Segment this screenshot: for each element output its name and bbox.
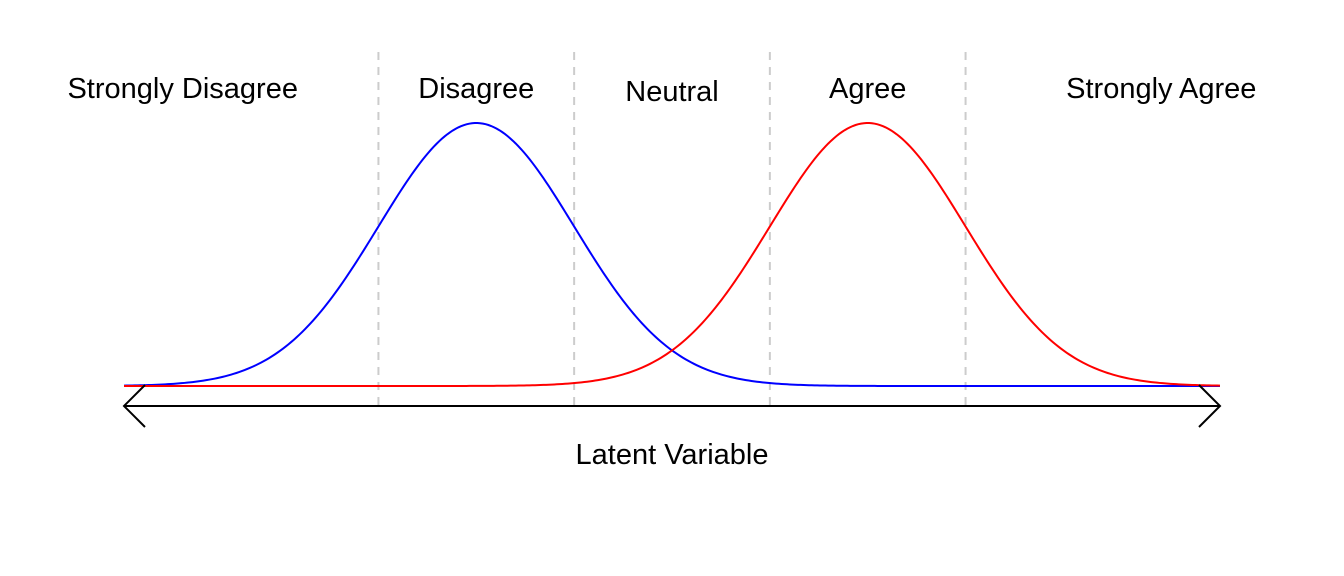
category-label: Strongly Agree <box>1066 73 1256 105</box>
category-label: Neutral <box>625 76 719 108</box>
category-label: Agree <box>829 73 906 105</box>
category-label: Disagree <box>418 73 534 105</box>
category-labels: Strongly Disagree Disagree Neutral Agree Str… <box>67 73 1256 108</box>
blue-density-curve <box>123 122 1220 387</box>
x-axis-label: Latent Variable <box>576 439 769 471</box>
density-curves <box>123 122 1221 387</box>
axis-arrow-right <box>1198 384 1222 428</box>
red-density-curve <box>124 122 1221 387</box>
category-label: Strongly Disagree <box>67 73 298 105</box>
axis-arrow-left <box>122 384 146 428</box>
latent-axis <box>122 384 1222 428</box>
